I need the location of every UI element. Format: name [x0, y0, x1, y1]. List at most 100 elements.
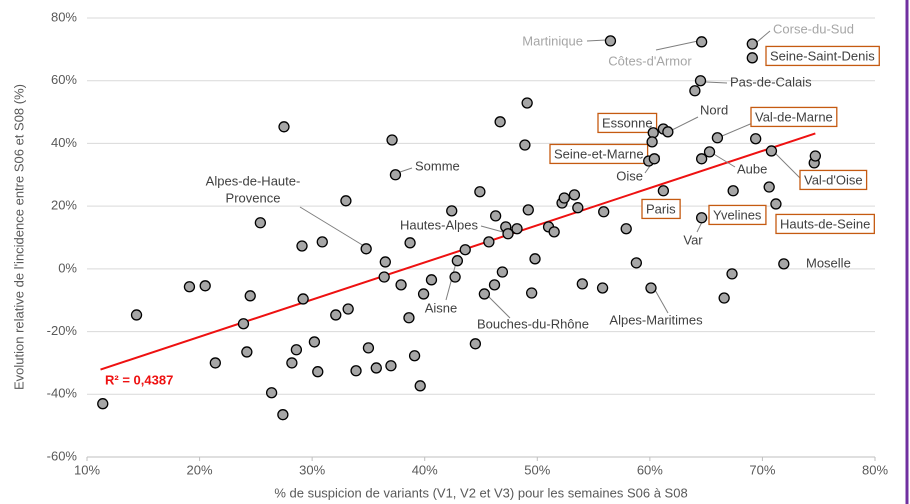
leader-line: [399, 167, 413, 173]
y-tick-label: 40%: [51, 135, 77, 150]
leader-line: [486, 294, 511, 319]
point: [254, 217, 267, 229]
annotation: Nord: [700, 102, 728, 117]
x-tick-label: 30%: [299, 462, 325, 477]
point: [370, 362, 382, 374]
point: [130, 309, 143, 321]
point: [568, 189, 581, 201]
y-tick-label: -60%: [47, 448, 78, 463]
point: [296, 240, 308, 252]
point: [360, 243, 372, 255]
point: [647, 127, 659, 139]
leader-line: [756, 30, 771, 43]
leader-line: [721, 121, 756, 137]
leader-line: [445, 262, 457, 301]
annotation: Essonne: [602, 115, 653, 130]
annotation: Somme: [415, 158, 460, 173]
annotation: Pas-de-Calais: [730, 74, 812, 89]
point: [576, 278, 588, 290]
point: [695, 153, 708, 165]
point: [529, 253, 541, 265]
leader-line: [655, 40, 699, 51]
y-axis-title: Evolution relative de l'incidence entre …: [11, 84, 26, 390]
leader-line: [480, 225, 504, 233]
point: [727, 185, 739, 197]
annotation: Yvelines: [713, 207, 762, 222]
annotation-box: [641, 198, 681, 220]
point: [596, 282, 609, 294]
point: [694, 75, 707, 87]
point: [511, 223, 523, 235]
annotation: Val-d'Oise: [804, 172, 863, 187]
point: [496, 266, 509, 278]
annotation-box: [597, 112, 658, 134]
point: [404, 237, 416, 249]
point: [386, 134, 398, 146]
point: [385, 360, 397, 372]
point: [414, 380, 426, 392]
annotation-box: [765, 45, 880, 67]
point: [417, 288, 430, 300]
point: [620, 223, 632, 235]
annotation: Corse-du-Sud: [773, 21, 854, 36]
point: [519, 139, 531, 151]
point: [572, 202, 584, 214]
annotation: Hauts-de-Seine: [780, 216, 870, 231]
x-tick-label: 80%: [862, 462, 888, 477]
point: [451, 255, 464, 267]
point: [558, 192, 570, 204]
annotation: Paris: [646, 201, 676, 216]
x-tick-label: 60%: [637, 462, 663, 477]
point: [662, 126, 674, 138]
annotation-box: [750, 106, 838, 128]
point: [199, 280, 211, 292]
y-tick-label: 60%: [51, 72, 77, 87]
point: [459, 244, 471, 256]
point: [308, 336, 321, 348]
leader-line: [774, 152, 803, 181]
point: [494, 116, 506, 128]
point: [657, 185, 670, 197]
point: [521, 97, 533, 109]
x-tick-label: 10%: [74, 462, 100, 477]
leader-line: [711, 152, 736, 168]
x-tick-label: 20%: [187, 462, 213, 477]
point: [746, 38, 758, 50]
point: [598, 206, 610, 218]
point: [183, 281, 196, 293]
point: [526, 287, 538, 299]
point: [278, 121, 290, 133]
point: [478, 288, 491, 300]
point: [408, 350, 421, 362]
annotation: Alpes-de-Haute-: [206, 173, 301, 188]
point: [646, 136, 658, 148]
point: [244, 290, 256, 302]
leader-line: [705, 81, 728, 84]
point: [522, 204, 534, 216]
annotation: Martinique: [522, 33, 583, 48]
point: [630, 257, 642, 269]
point: [286, 357, 298, 369]
point: [340, 195, 352, 207]
point: [241, 346, 253, 358]
point: [695, 36, 708, 48]
annotation: Côtes-d'Armor: [608, 53, 692, 68]
x-tick-label: 40%: [412, 462, 438, 477]
y-tick-label: 20%: [51, 198, 77, 213]
point: [488, 279, 501, 291]
point: [726, 268, 738, 280]
annotation: Provence: [226, 190, 281, 205]
point: [378, 271, 390, 283]
annotation: Bouches-du-Rhône: [477, 316, 589, 331]
trendline-label: R² = 0,4387: [105, 372, 173, 387]
point: [695, 212, 708, 224]
y-tick-label: -20%: [47, 323, 78, 338]
annotation: Aube: [737, 161, 767, 176]
annotation: Aisne: [425, 300, 458, 315]
point: [502, 228, 514, 240]
point: [489, 210, 502, 222]
point: [277, 409, 289, 421]
point: [474, 186, 486, 198]
point: [290, 344, 303, 356]
